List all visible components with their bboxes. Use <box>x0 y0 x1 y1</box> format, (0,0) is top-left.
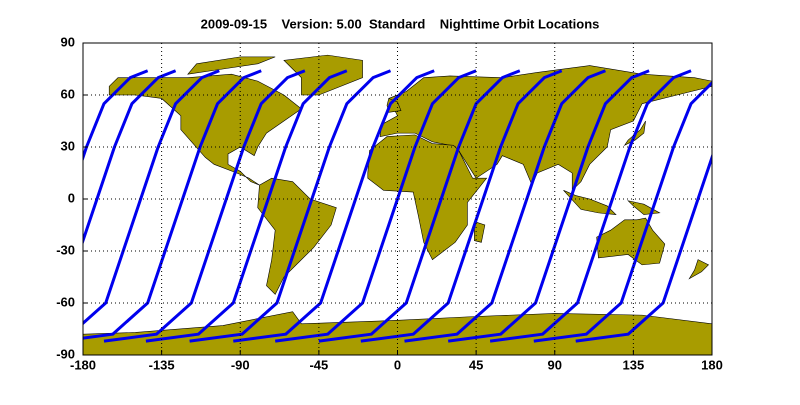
south-america <box>258 178 337 294</box>
x-tick-label: 180 <box>701 357 723 372</box>
orbit-track <box>575 152 712 343</box>
orbit-tracks <box>83 69 712 343</box>
y-tick-label: 60 <box>61 86 75 101</box>
japan <box>625 121 646 145</box>
x-tick-label: -180 <box>70 357 96 372</box>
x-tick-label: 90 <box>548 357 562 372</box>
x-tick-label: -90 <box>231 357 250 372</box>
x-tick-label: -45 <box>309 357 328 372</box>
orbit-track <box>83 69 262 340</box>
y-tick-label: -60 <box>56 294 75 309</box>
orbit-track <box>533 80 712 343</box>
orbit-track <box>103 69 306 343</box>
orbit-track <box>318 69 521 343</box>
y-tick-label: -30 <box>56 242 75 257</box>
y-tick-label: -90 <box>56 346 75 361</box>
new-zealand <box>689 260 708 279</box>
madagascar <box>474 222 484 243</box>
y-tick-label: 30 <box>61 138 75 153</box>
x-tick-label: 45 <box>469 357 483 372</box>
orbit-track <box>489 69 692 343</box>
africa <box>368 135 487 260</box>
y-tick-label: 90 <box>61 34 75 49</box>
chart-title: 2009-09-15 Version: 5.00 Standard Nightt… <box>201 16 600 31</box>
arctic-islands <box>188 57 275 74</box>
orbit-track <box>83 69 177 246</box>
indonesia <box>563 190 615 214</box>
land <box>83 55 712 355</box>
orbit-track <box>145 69 348 343</box>
orbit-track <box>447 69 650 343</box>
orbit-track <box>83 69 149 163</box>
antarctica <box>83 312 712 355</box>
x-tick-label: -135 <box>149 357 175 372</box>
x-tick-label: 135 <box>623 357 645 372</box>
north-america <box>109 74 301 185</box>
y-tick-label: 0 <box>68 190 75 205</box>
x-tick-label: 0 <box>394 357 401 372</box>
orbit-track <box>404 69 606 343</box>
australia <box>597 218 665 265</box>
orbit-track <box>83 69 220 326</box>
